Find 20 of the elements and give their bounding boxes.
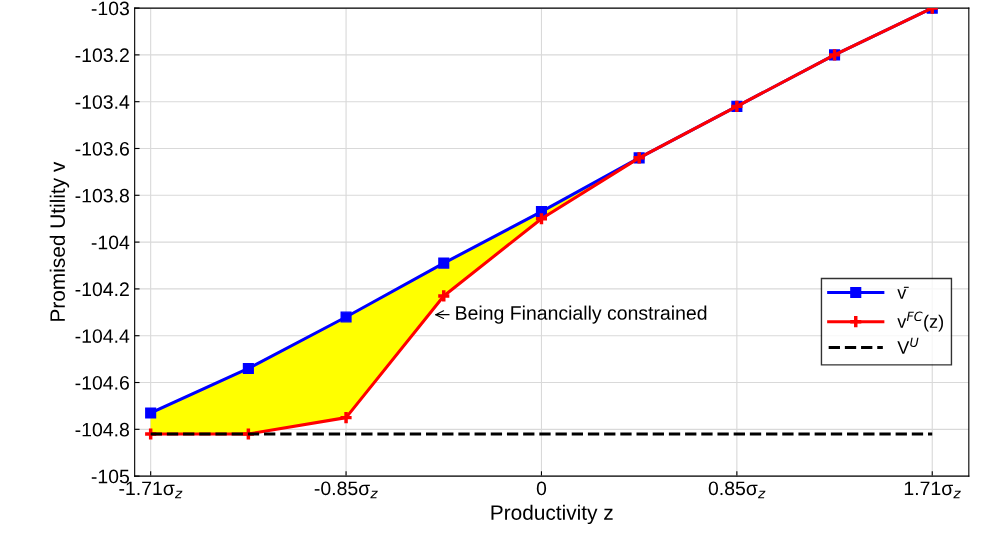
x-axis-title: Productivity z	[491, 504, 613, 525]
x-tick-label: 0.85σ$_{z}$	[708, 481, 766, 499]
legend-label: V$^{U}$	[897, 337, 919, 354]
annotation: Being Financially constrained	[456, 305, 707, 324]
legend-label: v̄	[897, 286, 909, 299]
x-tick-label: 1.71σ$_{z}$	[904, 481, 961, 499]
y-tick-label: -104	[91, 235, 130, 250]
y-axis-title: Promised Utility v	[49, 161, 70, 321]
y-tick-label: -104.6	[75, 375, 129, 390]
x-tick-label: 0	[536, 481, 547, 496]
y-tick-label: -104.8	[75, 422, 129, 437]
y-tick-label: -104.4	[75, 329, 130, 343]
y-tick-label: -103.4	[75, 95, 130, 109]
y-tick-label: -103.6	[75, 141, 129, 156]
y-tick-label: -104.2	[75, 282, 129, 297]
x-tick-label: -0.85σ$_{z}$	[314, 481, 378, 499]
y-tick-label: -103.2	[75, 48, 129, 63]
legend-label: v$^{FC}$(z)	[897, 311, 944, 332]
y-tick-label: -103.8	[75, 188, 129, 203]
y-tick-label: -103	[91, 1, 129, 16]
